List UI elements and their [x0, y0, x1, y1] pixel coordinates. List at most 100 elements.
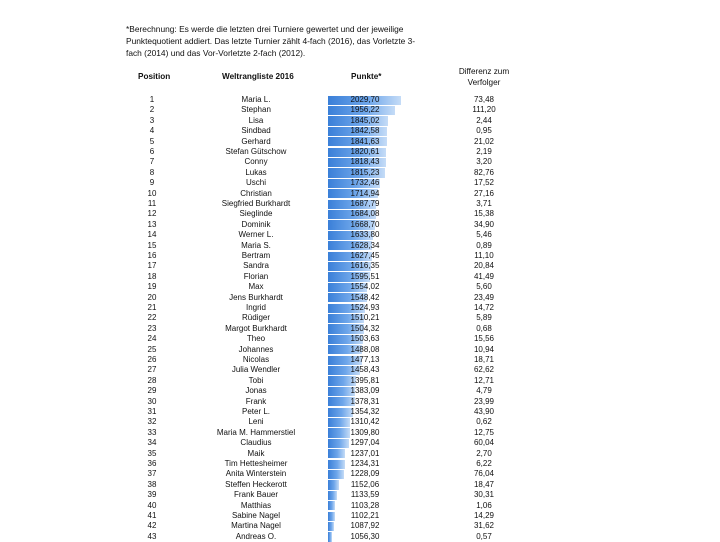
- row-points-cell: 1818,43: [328, 157, 402, 168]
- row-points-value: 1310,42: [350, 417, 380, 427]
- row-position: 17: [147, 261, 157, 271]
- row-position: 40: [147, 500, 157, 510]
- points-data-bar: [328, 521, 335, 532]
- row-points-cell: 1548,42: [328, 293, 402, 303]
- table-row: 13 Dominik 1668,70 34,90: [0, 220, 720, 230]
- points-data-bar: [328, 365, 361, 376]
- points-data-bar: [328, 355, 362, 365]
- row-difference: 5,46: [476, 230, 492, 240]
- row-points-value: 1458,43: [350, 365, 380, 375]
- row-player-name: Sieglinde: [239, 209, 273, 219]
- row-player-name: Rüdiger: [241, 313, 270, 323]
- row-difference: 27,16: [473, 188, 495, 198]
- row-points-value: 1815,23: [350, 167, 380, 177]
- row-points-value: 1668,70: [350, 219, 380, 229]
- row-player-name: Dominik: [241, 219, 271, 229]
- row-player-name: Lukas: [245, 167, 267, 177]
- row-points-cell: 1237,01: [328, 449, 402, 459]
- row-difference: 15,56: [473, 334, 495, 344]
- row-player-name: Nicolas: [242, 355, 270, 364]
- table-row: 30 Frank 1378,31 23,99: [0, 397, 720, 407]
- row-player-name: Christian: [240, 188, 272, 198]
- row-difference: 0,57: [476, 531, 492, 541]
- table-row: 29 Jonas 1383,09 4,79: [0, 386, 720, 396]
- points-data-bar: [328, 282, 368, 292]
- table-row: 34 Claudius 1297,04 60,04: [0, 438, 720, 448]
- row-position: 21: [147, 303, 157, 312]
- row-player-name: Uschi: [245, 178, 266, 188]
- row-position: 43: [147, 531, 157, 541]
- row-points-value: 1687,79: [350, 199, 380, 208]
- table-row: 39 Frank Bauer 1133,59 30,31: [0, 490, 720, 500]
- table-row: 33 Maria M. Hammerstiel 1309,80 12,75: [0, 428, 720, 438]
- row-player-name: Jens Burkhardt: [229, 292, 283, 302]
- row-position: 39: [147, 490, 157, 500]
- points-data-bar: [328, 511, 336, 521]
- row-points-value: 1152,06: [350, 479, 380, 489]
- table-row: 35 Maik 1237,01 2,70: [0, 449, 720, 459]
- row-difference: 0,89: [476, 240, 492, 250]
- row-player-name: Theo: [246, 334, 266, 344]
- row-points-cell: 1477,13: [328, 355, 402, 365]
- row-position: 28: [147, 375, 157, 385]
- row-points-cell: 1524,93: [328, 303, 402, 313]
- points-data-bar: [328, 501, 336, 511]
- row-position: 12: [147, 209, 157, 219]
- row-position: 23: [147, 323, 157, 333]
- points-data-bar: [328, 428, 350, 438]
- table-row: 3 Lisa 1845,02 2,44: [0, 116, 720, 126]
- row-points-value: 2029,70: [350, 95, 380, 104]
- points-data-bar: [328, 324, 364, 334]
- row-difference: 15,38: [473, 209, 495, 219]
- row-points-value: 1820,61: [350, 147, 380, 156]
- row-points-value: 1228,09: [350, 469, 380, 479]
- row-difference: 76,04: [473, 469, 495, 479]
- table-row: 12 Sieglinde 1684,08 15,38: [0, 209, 720, 220]
- points-data-bar: [328, 407, 353, 417]
- row-position: 19: [147, 282, 157, 292]
- row-player-name: Julia Wendler: [231, 365, 281, 375]
- header-difference: Differenz zum Verfolger: [450, 66, 518, 88]
- row-position: 38: [147, 479, 157, 489]
- row-points-value: 1956,22: [350, 105, 380, 115]
- table-row: 40 Matthias 1103,28 1,06: [0, 501, 720, 511]
- row-points-value: 1684,08: [350, 209, 380, 219]
- row-points-value: 1504,32: [350, 323, 380, 333]
- row-difference: 23,49: [473, 292, 495, 302]
- points-data-bar: [328, 272, 370, 282]
- row-difference: 73,48: [473, 95, 495, 104]
- row-player-name: Sandra: [243, 261, 269, 271]
- row-points-value: 1845,02: [350, 115, 380, 125]
- row-difference: 3,20: [476, 157, 492, 167]
- row-player-name: Werner L.: [238, 230, 274, 240]
- table-row: 9 Uschi 1732,46 17,52: [0, 178, 720, 188]
- header-difference-line2: Verfolger: [467, 78, 501, 87]
- row-player-name: Leni: [248, 417, 264, 427]
- table-row: 32 Leni 1310,42 0,62: [0, 417, 720, 428]
- row-player-name: Frank Bauer: [233, 490, 279, 500]
- row-points-value: 1524,93: [350, 303, 380, 312]
- row-position: 14: [147, 230, 157, 240]
- row-position: 11: [147, 199, 157, 208]
- row-player-name: Maria L.: [241, 95, 271, 104]
- row-points-value: 1234,31: [350, 459, 380, 468]
- row-player-name: Sabine Nagel: [231, 511, 281, 520]
- row-position: 27: [147, 365, 157, 375]
- row-position: 24: [147, 334, 157, 344]
- points-data-bar: [328, 376, 356, 386]
- row-player-name: Florian: [243, 271, 269, 281]
- row-points-cell: 1820,61: [328, 147, 402, 157]
- row-difference: 14,72: [473, 303, 495, 312]
- row-difference: 30,31: [473, 490, 495, 500]
- points-data-bar: [328, 95, 401, 105]
- row-position: 30: [147, 396, 157, 406]
- header-name: Weltrangliste 2016: [222, 72, 294, 81]
- table-row: 18 Florian 1595,51 41,49: [0, 272, 720, 282]
- row-player-name: Steffen Heckerott: [225, 479, 287, 489]
- points-data-bar: [328, 147, 386, 157]
- table-row: 22 Rüdiger 1510,21 5,89: [0, 313, 720, 324]
- table-row: 20 Jens Burkhardt 1548,42 23,49: [0, 293, 720, 303]
- row-position: 22: [147, 313, 157, 323]
- row-player-name: Jonas: [245, 386, 267, 396]
- row-player-name: Tobi: [248, 375, 264, 385]
